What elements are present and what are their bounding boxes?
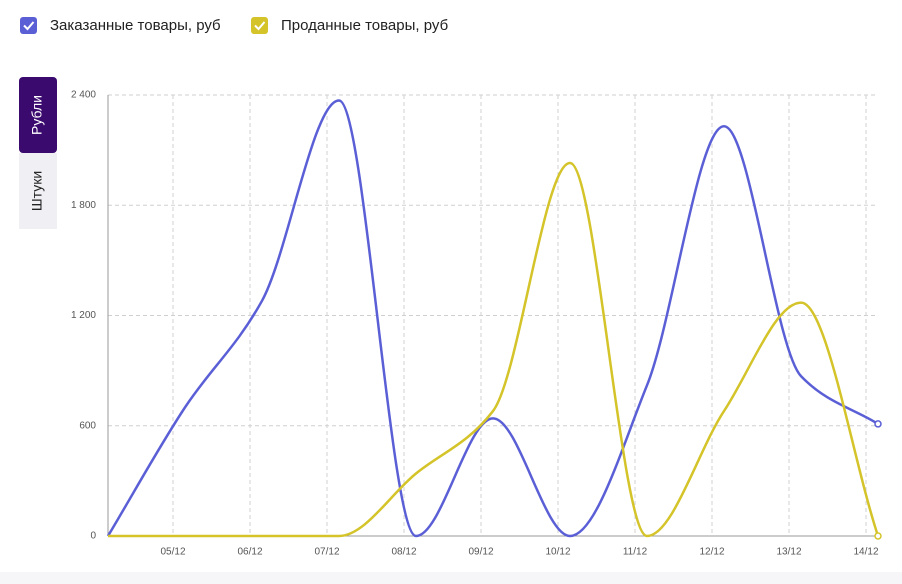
tab-rub[interactable]: Рубли xyxy=(19,77,57,153)
y-tick-label: 1 200 xyxy=(71,310,96,321)
x-tick-label: 05/12 xyxy=(160,547,185,558)
legend-item[interactable]: Заказанные товары, руб xyxy=(20,17,221,34)
end-point xyxy=(874,420,882,428)
x-tick-label: 09/12 xyxy=(468,547,493,558)
legend-checkbox xyxy=(251,17,268,34)
legend-item[interactable]: Проданные товары, руб xyxy=(251,17,448,34)
tab-label: Штуки xyxy=(29,171,45,211)
y-tick-label: 2 400 xyxy=(71,90,96,101)
x-tick-label: 14/12 xyxy=(853,547,878,558)
tab-bg xyxy=(19,153,57,229)
footer-strip xyxy=(0,572,902,584)
legend-label: Заказанные товары, руб xyxy=(50,17,221,34)
x-tick-label: 07/12 xyxy=(314,547,339,558)
tab-pcs[interactable]: Штуки xyxy=(19,153,57,229)
y-tick-label: 1 800 xyxy=(71,200,96,211)
line-series xyxy=(108,161,880,538)
checkmark xyxy=(254,21,266,31)
end-point xyxy=(874,532,882,540)
legend-label: Проданные товары, руб xyxy=(281,17,448,34)
x-tick-label: 06/12 xyxy=(237,547,262,558)
legend-checkbox xyxy=(20,17,37,34)
x-tick-label: 13/12 xyxy=(776,547,801,558)
tab-bg xyxy=(19,77,57,153)
y-tick-label: 0 xyxy=(90,531,96,542)
x-tick-label: 10/12 xyxy=(545,547,570,558)
tab-label: Рубли xyxy=(29,95,45,135)
x-tick-label: 12/12 xyxy=(699,547,724,558)
y-tick-label: 600 xyxy=(79,420,96,431)
x-tick-label: 11/12 xyxy=(623,547,648,558)
checkmark xyxy=(23,21,35,31)
x-tick-label: 08/12 xyxy=(391,547,416,558)
